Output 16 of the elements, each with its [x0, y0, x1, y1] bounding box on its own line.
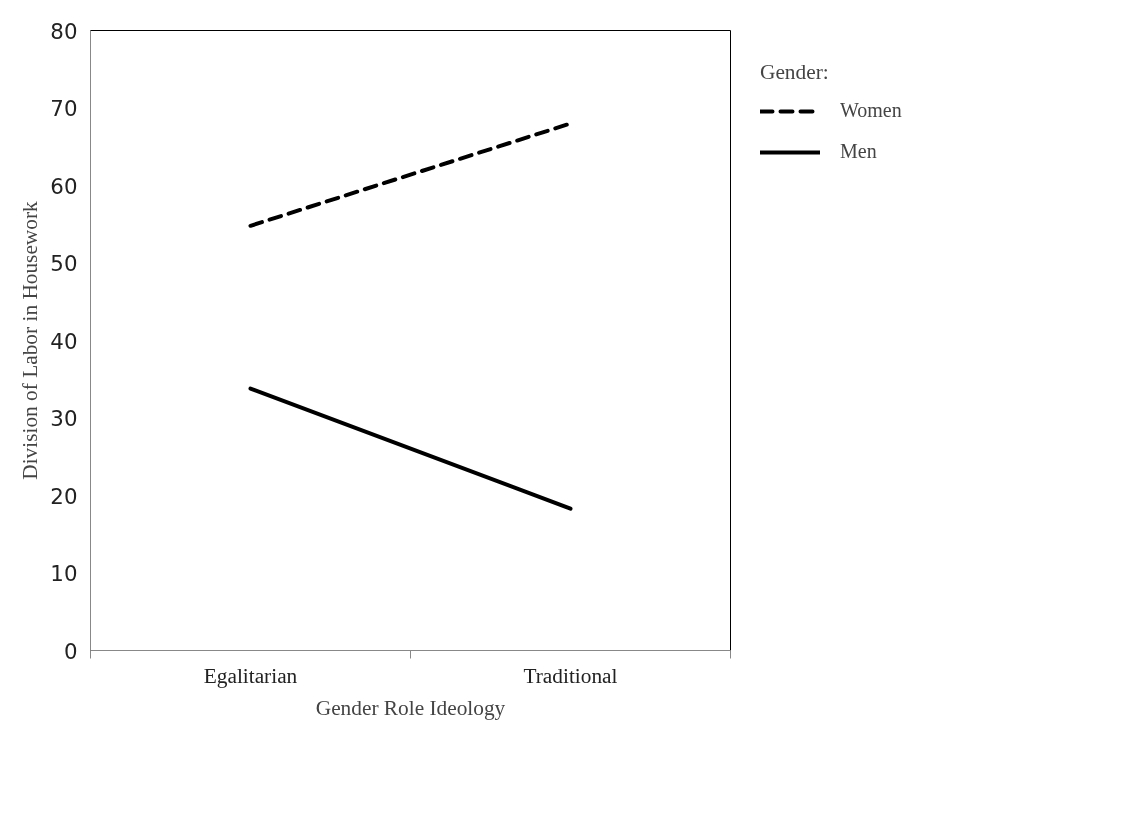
y-tick-label: 60 — [50, 173, 78, 199]
y-tick-label: 0 — [63, 638, 78, 664]
y-tick-label: 40 — [50, 328, 78, 354]
y-tick-label: 10 — [50, 561, 78, 586]
legend-label: Women — [840, 99, 902, 122]
legend-label: Men — [840, 140, 877, 163]
x-tick-label: Egalitarian — [203, 663, 298, 688]
x-axis-title: Gender Role Ideology — [315, 695, 506, 720]
legend-title: Gender: — [760, 60, 830, 85]
y-tick-label: 20 — [50, 483, 78, 509]
y-tick-label: 70 — [50, 96, 78, 121]
y-axis-title: Division of Labor in Housework — [18, 200, 43, 480]
y-tick-label: 80 — [50, 18, 78, 44]
x-tick-label: Traditional — [523, 663, 618, 688]
y-tick-label: 50 — [50, 251, 78, 276]
y-tick-label: 30 — [50, 406, 78, 431]
